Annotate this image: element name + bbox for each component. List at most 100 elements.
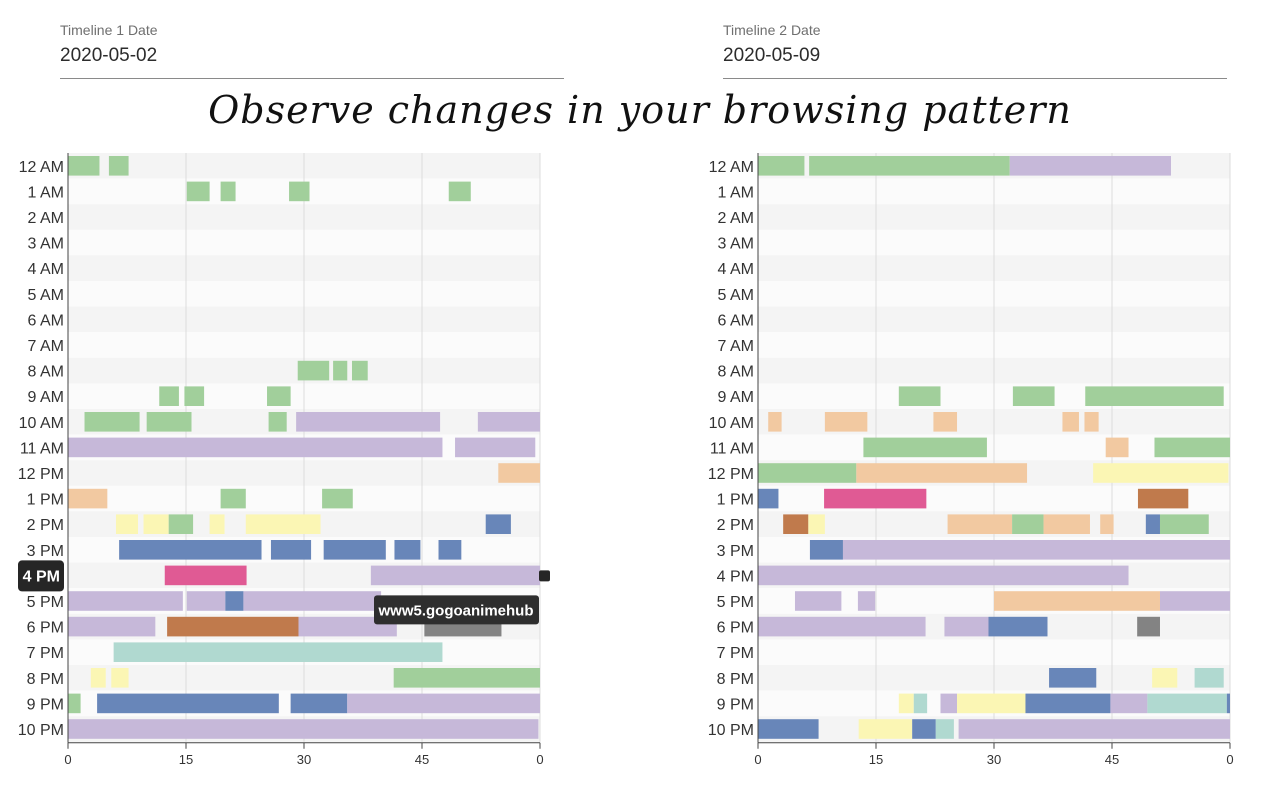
activity-bar[interactable] [1226,693,1230,714]
activity-bar[interactable] [957,693,1026,714]
timeline-1-date-field[interactable]: Timeline 1 Date 2020-05-02 [60,18,564,79]
activity-bar[interactable] [485,514,511,534]
activity-bar[interactable] [97,693,279,714]
activity-bar[interactable] [68,616,156,637]
activity-bar[interactable] [290,693,348,714]
activity-bar[interactable] [1147,693,1227,714]
activity-bar[interactable] [1049,668,1097,688]
activity-bar[interactable] [1043,514,1090,534]
activity-bar[interactable] [947,514,1013,534]
activity-bar[interactable] [296,412,441,432]
activity-bar[interactable] [438,540,462,560]
activity-bar[interactable] [898,693,914,714]
activity-bar[interactable] [940,693,958,714]
activity-bar[interactable] [958,719,1230,739]
activity-bar[interactable] [347,693,540,714]
activity-bar[interactable] [858,719,913,739]
activity-bar[interactable] [268,412,287,432]
activity-bar[interactable] [323,540,386,560]
activity-bar[interactable] [322,488,353,509]
activity-bar[interactable] [824,488,927,509]
activity-bar[interactable] [933,412,958,432]
activity-bar[interactable] [1145,514,1160,534]
activity-bar[interactable] [1012,386,1055,406]
activity-bar[interactable] [209,514,225,534]
activity-bar[interactable] [68,156,100,176]
activity-bar[interactable] [794,591,842,611]
activity-bar[interactable] [477,412,540,432]
activity-bar[interactable] [186,591,226,611]
activity-bar[interactable] [913,693,928,714]
activity-bar[interactable] [270,540,312,560]
activity-bar[interactable] [809,156,1010,176]
activity-bar[interactable] [758,488,779,509]
activity-bar[interactable] [68,437,443,458]
activity-bar[interactable] [808,514,825,534]
activity-bar[interactable] [267,386,291,406]
activity-bar[interactable] [168,514,194,534]
activity-bar[interactable] [824,412,868,432]
activity-bar[interactable] [857,591,876,611]
activity-bar[interactable] [1137,616,1160,637]
activity-bar[interactable] [455,437,536,458]
activity-bar[interactable] [245,514,321,534]
activity-bar[interactable] [297,360,330,381]
activity-bar[interactable] [1085,386,1224,406]
activity-bar[interactable] [912,719,936,739]
activity-bar[interactable] [856,463,1028,483]
activity-bar[interactable] [842,540,1230,560]
activity-bar[interactable] [68,693,81,714]
activity-bar[interactable] [108,156,129,176]
activity-bar[interactable] [225,591,244,611]
activity-bar[interactable] [758,616,926,637]
activity-bar[interactable] [184,386,205,406]
activity-bar[interactable] [68,719,539,739]
activity-bar[interactable] [393,668,540,688]
activity-bar[interactable] [944,616,989,637]
activity-bar[interactable] [1194,668,1224,688]
activity-bar[interactable] [1009,156,1171,176]
activity-bar[interactable] [758,463,857,483]
activity-bar[interactable] [351,360,368,381]
activity-bar[interactable] [1062,412,1079,432]
activity-bar[interactable] [994,591,1160,611]
activity-bar[interactable] [758,719,819,739]
activity-bar[interactable] [1159,591,1230,611]
activity-bar[interactable] [768,412,782,432]
activity-bar[interactable] [898,386,941,406]
activity-bar[interactable] [1110,693,1148,714]
timeline-1-date-value[interactable]: 2020-05-02 [60,45,158,66]
activity-bar[interactable] [298,616,397,637]
activity-bar[interactable] [1152,668,1178,688]
activity-bar[interactable] [758,156,805,176]
activity-bar[interactable] [243,591,382,611]
activity-bar[interactable] [863,437,987,458]
activity-bar[interactable] [68,591,183,611]
activity-bar[interactable] [448,181,471,202]
activity-bar[interactable] [809,540,843,560]
activity-bar[interactable] [90,668,106,688]
activity-bar[interactable] [111,668,129,688]
activity-bar[interactable] [783,514,809,534]
activity-bar[interactable] [1012,514,1044,534]
activity-bar[interactable] [159,386,179,406]
activity-bar[interactable] [68,488,108,509]
activity-bar[interactable] [1084,412,1099,432]
activity-bar[interactable] [164,565,247,586]
timeline-2-date-field[interactable]: Timeline 2 Date 2020-05-09 [723,18,1227,79]
activity-bar[interactable] [1105,437,1129,458]
activity-bar[interactable] [1093,463,1229,483]
activity-bar[interactable] [758,565,1129,586]
activity-bar[interactable] [289,181,310,202]
activity-bar[interactable] [1100,514,1114,534]
activity-bar[interactable] [167,616,299,637]
activity-bar[interactable] [113,642,443,662]
activity-bar[interactable] [146,412,192,432]
activity-bar[interactable] [84,412,140,432]
activity-bar[interactable] [220,488,246,509]
activity-bar[interactable] [333,360,348,381]
activity-bar[interactable] [1159,514,1209,534]
activity-bar[interactable] [370,565,540,586]
activity-bar[interactable] [119,540,262,560]
activity-bar[interactable] [1137,488,1189,509]
